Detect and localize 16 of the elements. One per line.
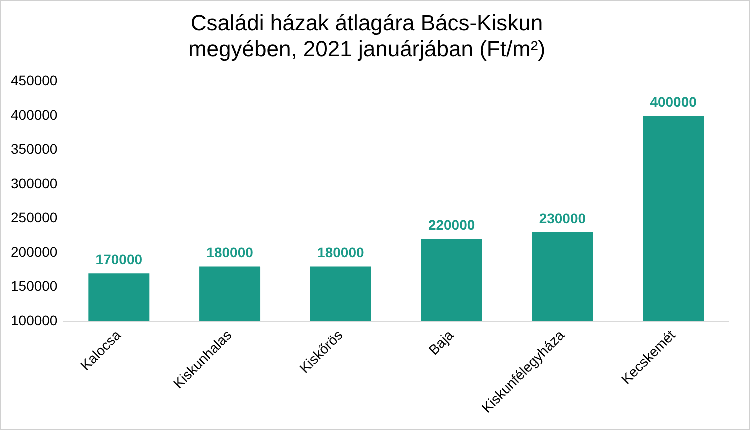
data-label: 180000 xyxy=(318,244,364,261)
y-tick-label: 350000 xyxy=(11,141,58,158)
data-label: 400000 xyxy=(650,94,698,110)
data-label: 170000 xyxy=(96,251,143,268)
y-tick-label: 250000 xyxy=(11,210,58,226)
y-tick-label: 300000 xyxy=(11,175,58,192)
data-label: 180000 xyxy=(206,244,254,261)
y-tick-label: 450000 xyxy=(11,72,58,89)
y-tick-label: 100000 xyxy=(11,312,58,328)
chart-title: Családi házak átlagára Bács-Kiskun megyében, 2021 januárjában (Ft/m²) xyxy=(188,10,546,62)
y-tick-label: 400000 xyxy=(11,106,58,123)
data-label: 220000 xyxy=(428,217,476,234)
y-tick-label: 200000 xyxy=(11,244,58,260)
x-tick-label: Baja xyxy=(426,326,457,358)
data-label: 230000 xyxy=(539,210,586,226)
y-tick-label: 150000 xyxy=(11,278,58,294)
